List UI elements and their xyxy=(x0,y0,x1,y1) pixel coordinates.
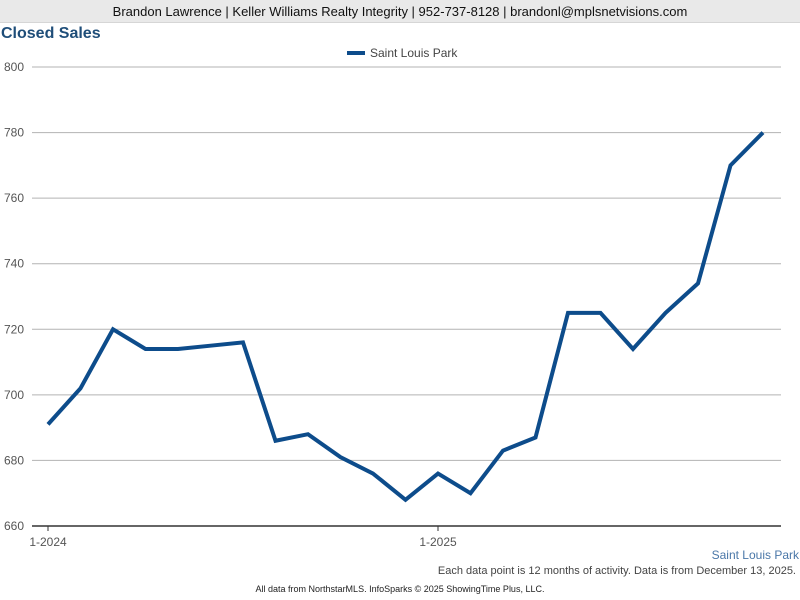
data-point xyxy=(763,132,764,133)
data-point xyxy=(210,345,211,346)
y-tick-label: 740 xyxy=(4,257,24,271)
data-point xyxy=(633,348,634,349)
legend-swatch xyxy=(347,51,365,55)
data-point xyxy=(503,450,504,451)
data-point xyxy=(340,457,341,458)
y-tick-label: 720 xyxy=(4,322,24,336)
data-point xyxy=(470,493,471,494)
data-point xyxy=(178,348,179,349)
data-source-footer: All data from NorthstarMLS. InfoSparks ©… xyxy=(255,584,545,594)
data-point xyxy=(698,283,699,284)
data-note: Each data point is 12 months of activity… xyxy=(437,565,796,577)
agent-contact-bar: Brandon Lawrence | Keller Williams Realt… xyxy=(0,0,800,23)
y-tick-label: 660 xyxy=(4,519,24,533)
data-point xyxy=(275,440,276,441)
data-point xyxy=(438,473,439,474)
data-point xyxy=(113,329,114,330)
y-tick-label: 800 xyxy=(4,60,24,74)
y-tick-label: 700 xyxy=(4,388,24,402)
data-point xyxy=(308,434,309,435)
data-point xyxy=(145,348,146,349)
chart-legend[interactable]: Saint Louis Park xyxy=(347,46,457,60)
data-point xyxy=(405,499,406,500)
legend-label: Saint Louis Park xyxy=(370,46,458,60)
chart-title: Closed Sales xyxy=(1,25,101,42)
series-name-label: Saint Louis Park xyxy=(711,548,799,562)
data-point xyxy=(665,312,666,313)
y-tick-label: 760 xyxy=(4,191,24,205)
data-point xyxy=(48,424,49,425)
data-point xyxy=(568,312,569,313)
x-tick-label: 1-2025 xyxy=(419,535,457,549)
data-point xyxy=(243,342,244,343)
agent-contact-text: Brandon Lawrence | Keller Williams Realt… xyxy=(112,3,688,19)
data-point xyxy=(730,165,731,166)
x-tick-label: 1-2024 xyxy=(29,535,67,549)
data-point xyxy=(80,388,81,389)
series-line xyxy=(46,131,765,503)
data-point xyxy=(373,473,374,474)
y-tick-label: 780 xyxy=(4,126,24,140)
y-tick-label: 680 xyxy=(4,453,24,467)
data-point xyxy=(600,312,601,313)
data-point xyxy=(535,437,536,438)
